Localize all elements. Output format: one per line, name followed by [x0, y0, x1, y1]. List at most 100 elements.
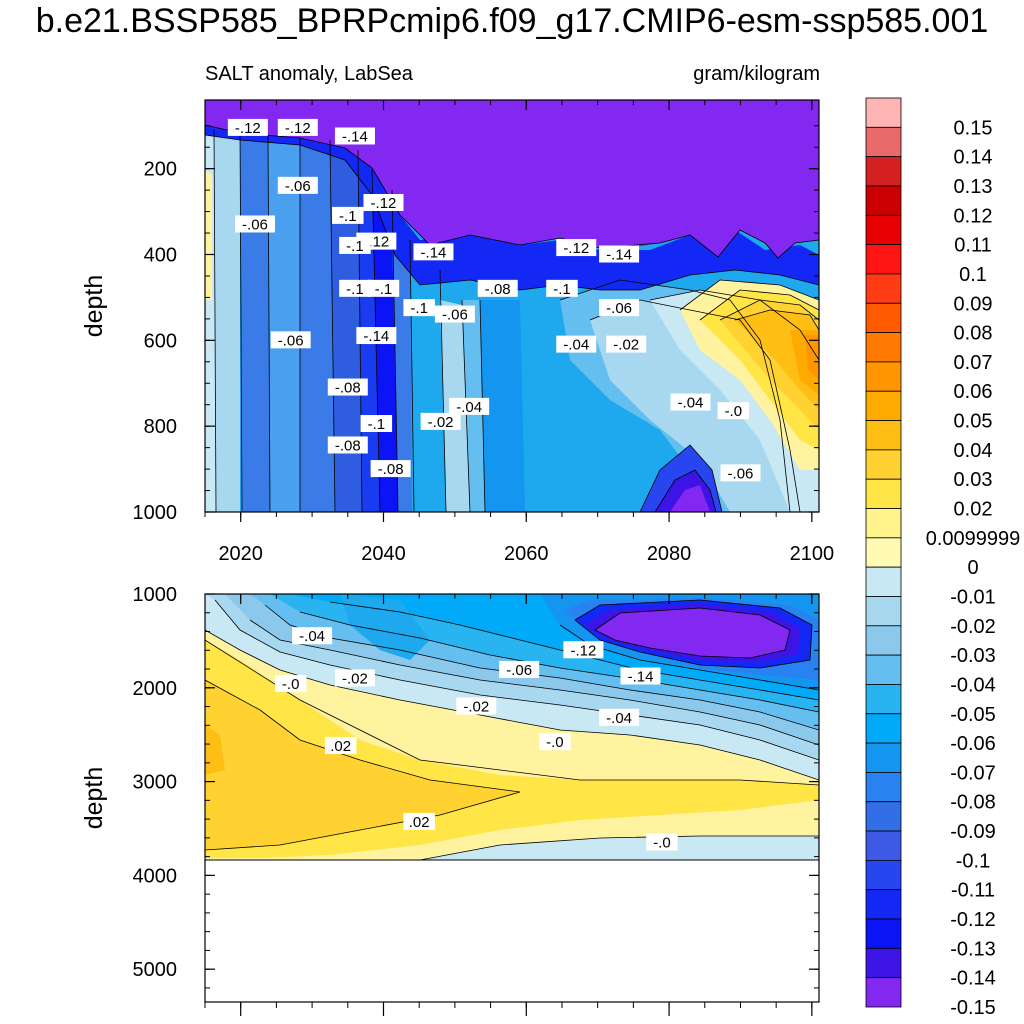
upper-y-tick-label: 200 — [144, 159, 177, 181]
contour-label: -.02 — [428, 414, 454, 431]
colorbar-label: -0.07 — [950, 762, 996, 784]
colorbar-swatch — [865, 625, 902, 656]
contour-label: -.12 — [563, 240, 589, 257]
colorbar-swatch — [865, 449, 902, 480]
lower-plot-frame — [204, 593, 820, 1003]
contour-label: -.14 — [363, 328, 389, 345]
colorbar-label: -0.06 — [950, 733, 996, 755]
colorbar-swatch — [865, 156, 902, 187]
colorbar-swatch — [865, 713, 902, 744]
colorbar-label: -0.01 — [950, 586, 996, 608]
colorbar-swatch — [865, 244, 902, 275]
contour-label-box — [546, 279, 578, 297]
contour-label-box — [599, 708, 640, 726]
x-tick-label: 2040 — [361, 543, 406, 565]
colorbar-swatch — [865, 478, 902, 509]
upper-y-axis-title: depth — [80, 275, 108, 338]
colorbar-label: -0.1 — [956, 850, 990, 872]
contour-label: .02 — [330, 738, 351, 755]
contour-label-box — [356, 327, 397, 345]
colorbar-swatch — [865, 332, 902, 363]
colorbar: 0.15 0.14 0.13 0.12 0.11 0.1 0.09 0.08 0.07 0.06 0… — [865, 97, 1020, 1019]
colorbar-swatch — [865, 273, 902, 304]
contour-label-box — [599, 299, 640, 317]
contour-label-box — [277, 176, 318, 194]
colorbar-label: -0.04 — [950, 674, 996, 696]
contour-label-box — [274, 675, 307, 693]
contour-label: -.04 — [678, 395, 704, 412]
colorbar-swatch — [865, 566, 902, 597]
contour-label-box — [420, 412, 461, 430]
upper-y-tick-label: 600 — [144, 330, 177, 352]
contour-label: -.06 — [242, 216, 268, 233]
colorbar-swatch — [865, 185, 902, 216]
x-tick-label: 2100 — [790, 543, 835, 565]
contour-label: -.06 — [728, 465, 754, 482]
contour-label: -.12 — [570, 642, 596, 659]
contour-label: -.1 — [375, 281, 393, 298]
colorbar-label: 0.08 — [954, 323, 993, 345]
colorbar-label: 0.06 — [954, 381, 993, 403]
contour-label-box — [332, 206, 364, 224]
colorbar-swatch — [865, 772, 902, 803]
contour-label: .02 — [409, 814, 430, 831]
colorbar-label: -0.08 — [950, 792, 996, 814]
colorbar-swatch — [865, 302, 902, 333]
colorbar-swatch — [865, 214, 902, 246]
colorbar-label: 0.04 — [954, 440, 993, 462]
contour-label-box — [227, 118, 268, 136]
colorbar-swatch — [865, 361, 902, 392]
colorbar-label: 0.09 — [954, 293, 993, 315]
contour-label: -.06 — [442, 307, 468, 324]
contour-label-box — [339, 279, 371, 297]
colorbar-label: 0.14 — [954, 147, 993, 169]
colorbar-swatch — [865, 537, 902, 568]
contour-label-box — [370, 460, 411, 478]
contour-label: -.0 — [282, 676, 300, 693]
colorbar-swatch — [865, 859, 902, 891]
contour-label-box — [434, 305, 475, 323]
colorbar-label: 0.11 — [954, 235, 991, 257]
lower-y-tick-label: 5000 — [133, 959, 178, 981]
contour-label: -.1 — [346, 238, 364, 255]
colorbar-swatch — [865, 684, 902, 715]
contour-label: -.1 — [339, 208, 357, 225]
colorbar-swatch — [865, 889, 902, 920]
upper-y-tick-label: 400 — [144, 245, 177, 267]
lower-contour-field — [205, 594, 819, 1002]
contour-label: -.12 — [371, 195, 397, 212]
contour-label-box — [499, 660, 540, 678]
colorbar-swatch — [865, 742, 902, 773]
colorbar-label: 0.02 — [954, 499, 993, 521]
contour-label: -.0 — [725, 403, 743, 420]
colorbar-label: -0.09 — [950, 821, 996, 843]
contour-label: -.1 — [553, 281, 571, 298]
colorbar-swatch — [865, 390, 902, 421]
x-tick-label: 2080 — [647, 543, 692, 565]
colorbar-label: -0.02 — [950, 616, 996, 638]
colorbar-swatch — [865, 801, 902, 832]
upper-axis-ticks: 200 400 600 800 1000 2020 2040 2060 2080 2100 — [133, 100, 835, 565]
contour-label-box — [334, 669, 375, 687]
contour-label-box — [277, 118, 318, 136]
lower-y-tick-label: 1000 — [133, 584, 178, 606]
lower-y-tick-label: 2000 — [133, 678, 178, 700]
contour-label-box — [717, 402, 750, 420]
contour-label-box — [334, 127, 375, 145]
contour-label-box — [563, 641, 604, 659]
upper-y-tick-label: 1000 — [133, 502, 178, 524]
colorbar-swatch — [865, 508, 902, 539]
x-tick-label: 2060 — [504, 543, 549, 565]
colorbar-label: -0.03 — [950, 645, 996, 667]
lower-y-tick-label: 3000 — [133, 772, 178, 794]
contour-label: -.08 — [335, 437, 361, 454]
contour-label-box — [646, 833, 678, 851]
colorbar-swatch — [865, 420, 902, 451]
upper-plot-frame — [204, 99, 820, 513]
contour-label: -.1 — [346, 281, 364, 298]
contour-label-box — [606, 335, 647, 353]
contour-label-box — [556, 239, 597, 257]
contour-label-box — [403, 812, 435, 830]
colorbar-label: 0.1 — [959, 264, 987, 286]
